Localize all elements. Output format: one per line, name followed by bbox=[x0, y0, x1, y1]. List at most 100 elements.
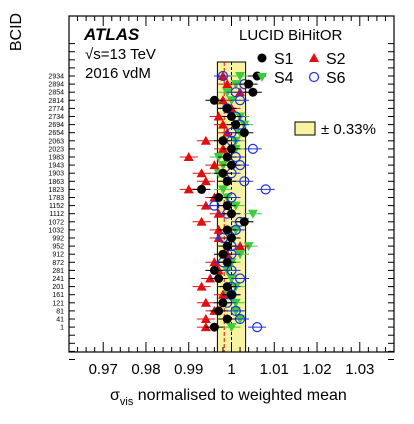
data-point bbox=[222, 79, 233, 89]
data-point bbox=[239, 217, 249, 227]
data-point bbox=[227, 290, 236, 300]
data-point bbox=[235, 250, 246, 260]
experiment-label: ATLAS bbox=[83, 25, 140, 44]
x-tick-label: 0.98 bbox=[131, 361, 160, 378]
data-point bbox=[209, 265, 219, 275]
bcid-tick-label: 872 bbox=[52, 260, 64, 267]
data-point bbox=[239, 176, 250, 187]
bcid-tick-label: 952 bbox=[52, 244, 64, 251]
data-point bbox=[227, 160, 236, 170]
data-point bbox=[218, 298, 228, 308]
x-tick-label: 0.97 bbox=[89, 361, 118, 378]
data-point bbox=[222, 152, 232, 162]
data-point bbox=[234, 95, 246, 106]
data-point bbox=[222, 282, 232, 292]
bcid-tick-label: 121 bbox=[52, 300, 64, 307]
data-point bbox=[227, 209, 236, 219]
bcid-tick-label: 2023 bbox=[48, 146, 64, 153]
data-point bbox=[222, 257, 232, 267]
data-point bbox=[244, 79, 254, 89]
bcid-tick-label: 2734 bbox=[48, 114, 64, 121]
series-s1 bbox=[192, 71, 267, 332]
y-axis-label: BCID bbox=[8, 13, 25, 51]
x-tick-label: 1.01 bbox=[260, 361, 289, 378]
data-point bbox=[234, 273, 246, 284]
data-point bbox=[222, 176, 232, 186]
x-axis-label: σvis normalised to weighted mean bbox=[110, 387, 347, 408]
legend-label: S2 bbox=[326, 51, 346, 68]
x-axis-label-subscript: vis bbox=[120, 396, 134, 408]
bcid-tick-label: 912 bbox=[52, 252, 64, 259]
legend: S1 S2 S4 S6 bbox=[257, 51, 346, 87]
data-point bbox=[197, 184, 207, 194]
data-point bbox=[227, 144, 236, 154]
data-point bbox=[217, 185, 228, 195]
data-point bbox=[230, 305, 241, 316]
legend-item-s1: S1 bbox=[257, 51, 294, 68]
data-point bbox=[235, 72, 246, 81]
data-point bbox=[200, 176, 211, 186]
data-point bbox=[231, 120, 241, 130]
bcid-tick-label: 2063 bbox=[48, 138, 64, 145]
legend-label: S1 bbox=[274, 51, 294, 68]
x-tick-label: 1.03 bbox=[345, 361, 374, 378]
x-tick-label: 1 bbox=[227, 361, 235, 378]
data-point bbox=[227, 112, 236, 121]
legend-marker bbox=[257, 73, 267, 82]
data-point bbox=[218, 136, 228, 146]
bcid-tick-label: 1783 bbox=[48, 195, 64, 202]
data-point bbox=[200, 135, 211, 145]
bcid-tick-label: 81 bbox=[56, 308, 64, 315]
x-axis-label-text: normalised to weighted mean bbox=[133, 387, 346, 404]
dataset-label: 2016 vdM bbox=[85, 65, 151, 82]
legend-marker bbox=[257, 53, 267, 63]
bcid-tick-label: 2934 bbox=[48, 74, 64, 81]
data-point bbox=[196, 216, 207, 226]
data-point bbox=[226, 323, 237, 333]
data-point bbox=[209, 160, 220, 170]
bcid-tick-label: 1112 bbox=[49, 211, 64, 218]
legend-item-s6: S6 bbox=[308, 70, 346, 87]
bcid-tick-label: 1983 bbox=[48, 155, 64, 162]
bcid-tick-label: 2654 bbox=[48, 130, 64, 137]
bcid-tick-label: 241 bbox=[52, 276, 64, 283]
bcid-tick-label: 2774 bbox=[48, 106, 64, 113]
data-point bbox=[222, 314, 232, 324]
data-point bbox=[260, 184, 271, 195]
data-point bbox=[209, 322, 219, 332]
data-point bbox=[218, 249, 228, 259]
bcid-tick-label: 201 bbox=[52, 284, 64, 291]
bcid-tick-label: 992 bbox=[52, 236, 64, 243]
bcid-tick-label: 2854 bbox=[48, 90, 64, 97]
x-axis-label-symbol: σ bbox=[110, 387, 120, 404]
data-point bbox=[196, 281, 207, 291]
data-point bbox=[248, 87, 258, 97]
data-point bbox=[222, 225, 232, 235]
data-point bbox=[252, 322, 263, 333]
x-tick-label: 1.02 bbox=[302, 361, 331, 378]
legend-item-s2: S2 bbox=[309, 51, 346, 68]
data-point bbox=[213, 111, 224, 121]
legend-label: S6 bbox=[326, 70, 346, 87]
data-point bbox=[200, 297, 211, 307]
data-point bbox=[214, 193, 224, 202]
bcid-tick-label: 2814 bbox=[48, 98, 64, 105]
bcid-tick-label: 1943 bbox=[48, 163, 64, 170]
data-point bbox=[200, 314, 211, 323]
bcid-tick-label: 161 bbox=[52, 292, 64, 299]
bcid-tick-label: 2694 bbox=[48, 122, 64, 129]
bcid-tick-label: 1903 bbox=[48, 171, 64, 178]
data-point bbox=[183, 152, 194, 161]
data-point bbox=[218, 168, 228, 178]
band-legend-swatch bbox=[294, 121, 316, 136]
bcid-tick-label: 281 bbox=[52, 268, 64, 275]
data-point bbox=[222, 201, 232, 211]
bcid-tick-label: 41 bbox=[56, 317, 64, 324]
bcid-tick-label: 1823 bbox=[48, 187, 64, 194]
legend-label: S4 bbox=[274, 70, 294, 87]
data-point bbox=[222, 103, 232, 113]
points-layer bbox=[179, 70, 275, 333]
algorithm-label: LUCID BiHitOR bbox=[239, 27, 343, 44]
data-point bbox=[214, 306, 224, 316]
